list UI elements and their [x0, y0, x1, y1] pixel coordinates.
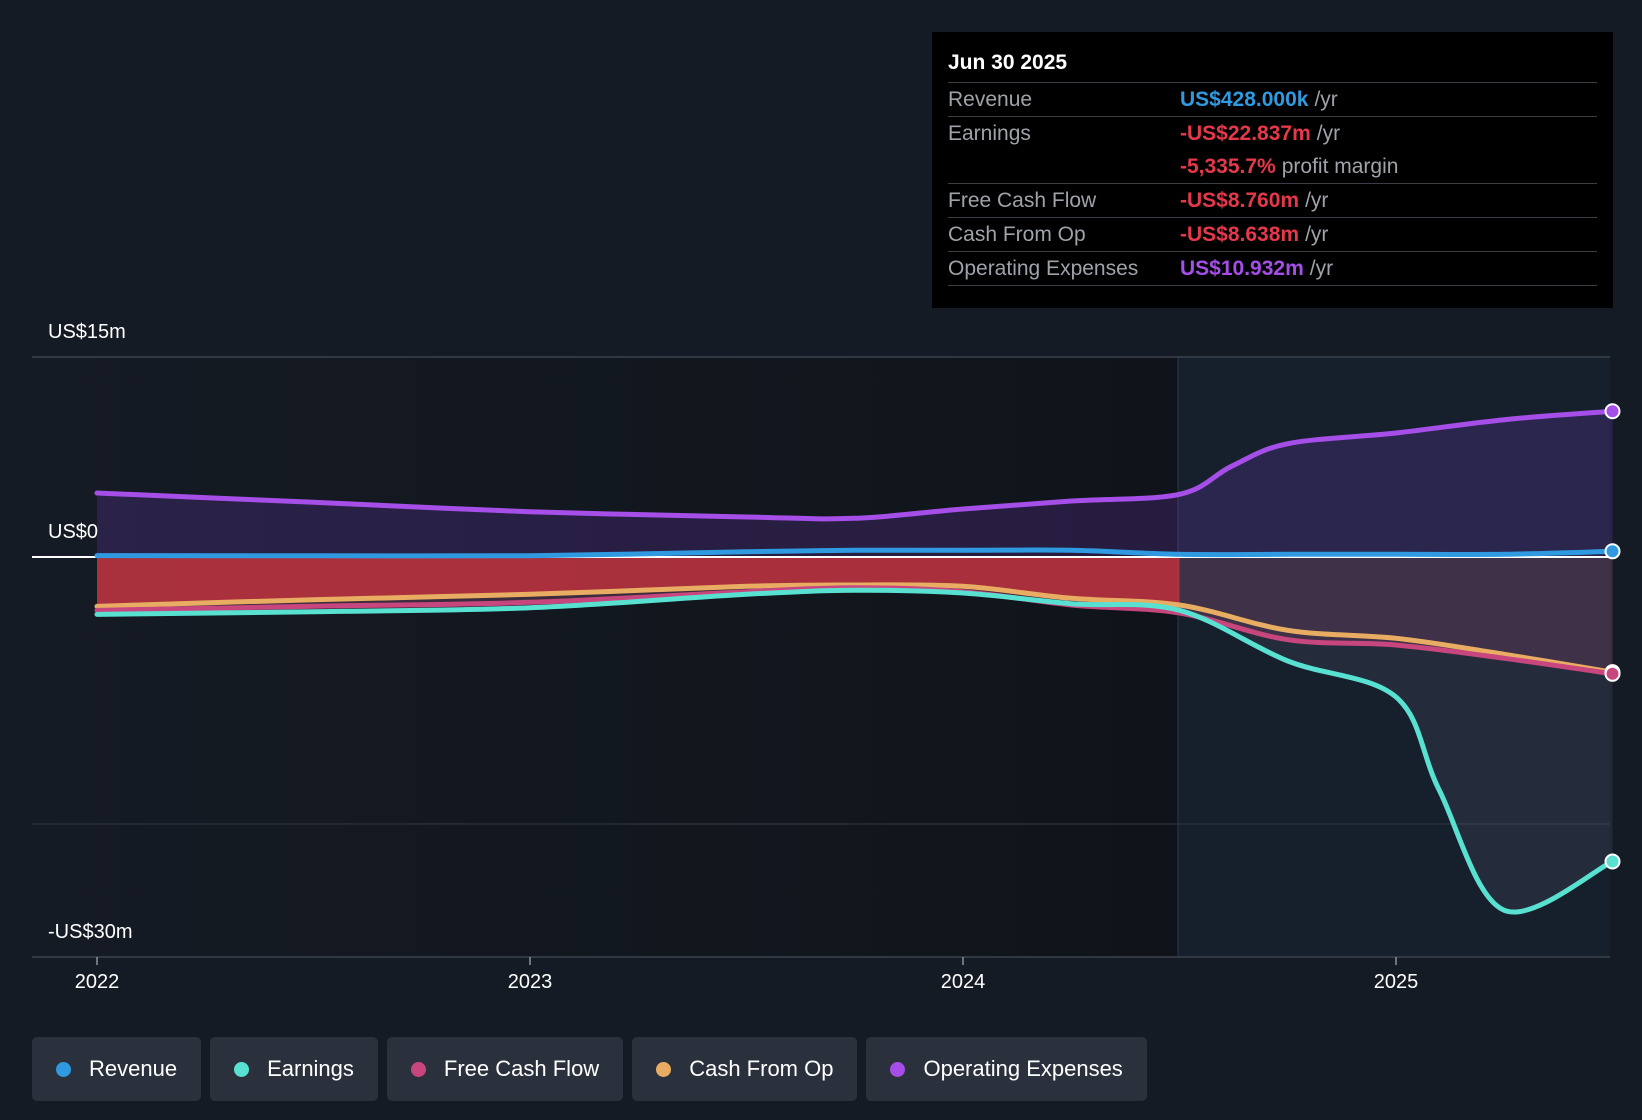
tooltip-unit: /yr — [1309, 257, 1334, 280]
legend-label: Operating Expenses — [923, 1056, 1123, 1081]
tooltip-unit: /yr — [1316, 122, 1341, 145]
tooltip-date: Jun 30 2025 — [948, 46, 1597, 83]
cash-from-op-line — [94, 582, 1615, 675]
tooltip-label — [948, 150, 1180, 183]
x-tick-label: 2022 — [74, 971, 120, 993]
legend-label: Earnings — [267, 1056, 354, 1081]
tooltip-row-operating-expenses: Operating Expenses US$10.932m /yr — [948, 252, 1597, 286]
past-region — [32, 357, 1178, 957]
legend-item-revenue[interactable]: Revenue — [32, 1037, 202, 1101]
earnings-endpoint — [1604, 853, 1621, 870]
tooltip-label: Free Cash Flow — [948, 189, 1097, 212]
tooltip-row-profit-margin: -5,335.7% profit margin — [948, 150, 1597, 184]
earnings-dot-icon — [234, 1061, 250, 1077]
x-tick-label: 2023 — [507, 971, 553, 993]
tooltip-label: Operating Expenses — [948, 257, 1139, 280]
revenue-endpoint — [1604, 543, 1621, 560]
tooltip-row-earnings: Earnings -US$22.837m /yr — [948, 117, 1597, 150]
legend-item-earnings[interactable]: Earnings — [210, 1037, 378, 1101]
tooltip-value: -US$8.760m — [1180, 189, 1300, 212]
tooltip-label: Cash From Op — [948, 223, 1086, 246]
tooltip-value: US$428.000k — [1180, 88, 1309, 111]
operating-expenses-area — [97, 411, 1613, 557]
operating-expenses-dot-icon — [890, 1061, 906, 1077]
tooltip-row-cash-from-op: Cash From Op -US$8.638m /yr — [948, 218, 1597, 252]
legend-item-operating-expenses[interactable]: Operating Expenses — [866, 1037, 1147, 1101]
cash-from-op-dot-icon — [656, 1061, 672, 1077]
free-cash-flow-dot-icon — [410, 1061, 426, 1077]
legend-label: Cash From Op — [689, 1056, 834, 1081]
tooltip-value: -US$8.638m — [1180, 223, 1300, 246]
x-tick-label: 2025 — [1373, 971, 1419, 993]
tooltip-unit: /yr — [1314, 88, 1338, 111]
y-label-bottom: -US$30m — [48, 921, 133, 943]
x-tick-label: 2024 — [940, 971, 986, 993]
tooltip-unit: /yr — [1305, 189, 1329, 212]
y-label-zero: US$0 — [48, 521, 99, 543]
operating-expenses-line — [94, 408, 1615, 522]
legend-label: Revenue — [89, 1056, 178, 1081]
tooltip-value: US$10.932m — [1180, 257, 1304, 280]
legend-item-free-cash-flow[interactable]: Free Cash Flow — [386, 1037, 624, 1101]
legend-label: Free Cash Flow — [443, 1056, 600, 1081]
tooltip-label: Earnings — [948, 122, 1031, 145]
tooltip-label: Revenue — [948, 88, 1033, 111]
tooltip-row-revenue: Revenue US$428.000k /yr — [948, 83, 1597, 117]
revenue-dot-icon — [56, 1061, 71, 1077]
tooltip-value: -US$22.837m — [1180, 122, 1311, 145]
cash-from-op-past-band — [97, 557, 1180, 607]
operating-expenses-endpoint — [1604, 403, 1621, 420]
legend-item-cash-from-op[interactable]: Cash From Op — [632, 1037, 858, 1101]
earnings-line — [94, 587, 1615, 915]
tooltip-row-free-cash-flow: Free Cash Flow -US$8.760m /yr — [948, 184, 1597, 218]
tooltip-unit: /yr — [1305, 223, 1329, 246]
tooltip-value: -5,335.7% — [1180, 155, 1276, 178]
tooltip: Jun 30 2025 Revenue US$428.000k /yr Earn… — [932, 32, 1613, 308]
free-cash-flow-endpoint — [1604, 665, 1621, 682]
legend: Revenue Earnings Free Cash Flow Cash Fro… — [32, 1037, 1147, 1101]
revenue-line — [94, 547, 1615, 559]
y-label-top: US$15m — [48, 321, 126, 343]
tooltip-unit: profit margin — [1281, 155, 1399, 178]
